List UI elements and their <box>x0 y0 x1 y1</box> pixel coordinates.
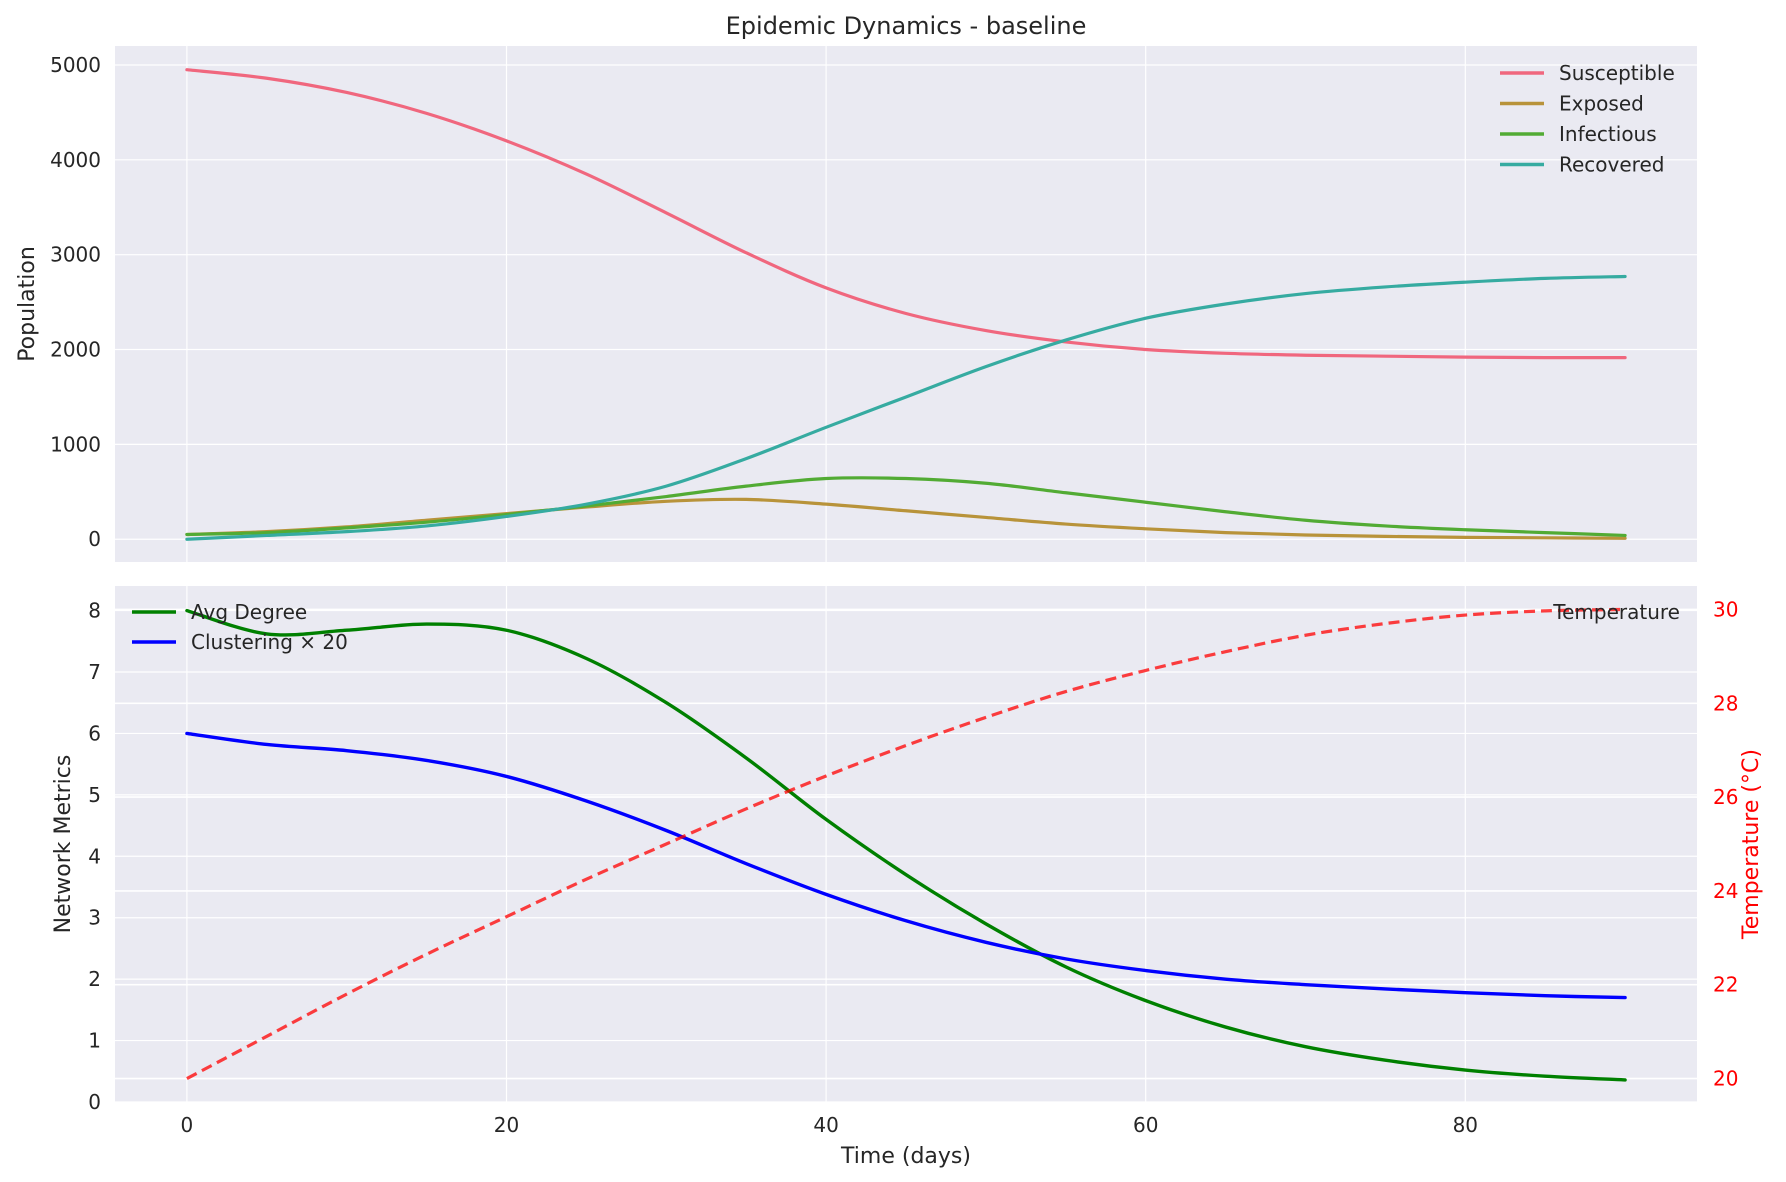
bottom-plot-area <box>115 586 1697 1102</box>
x-tick-label: 80 <box>1453 1113 1478 1137</box>
y2-tick-label: 24 <box>1713 879 1738 903</box>
y-tick-label: 3000 <box>50 243 101 267</box>
top-y-axis-label: Population <box>15 246 40 362</box>
top-axes: 0 1000 2000 3000 4000 5000 Population Suscept… <box>15 46 1697 562</box>
bottom-x-tick-labels: 0 20 40 60 80 <box>181 1113 1478 1137</box>
x-tick-label: 20 <box>494 1113 519 1137</box>
bottom-y2-tick-labels: 20 22 24 26 28 30 <box>1713 597 1738 1090</box>
y-tick-label: 7 <box>88 660 101 684</box>
x-tick-label: 40 <box>813 1113 838 1137</box>
x-axis-label: Time (days) <box>840 1144 971 1169</box>
chart-title: Epidemic Dynamics - baseline <box>726 12 1087 40</box>
top-plot-area <box>115 46 1697 562</box>
bottom-legend-right: Temperature <box>1552 600 1680 624</box>
legend-label-temperature: Temperature <box>1552 600 1680 624</box>
series-line-exposed <box>185 497 1627 540</box>
y-tick-label: 0 <box>88 527 101 551</box>
bottom-gridlines <box>115 586 1697 1103</box>
legend-label-infectious: Infectious <box>1559 122 1657 146</box>
bottom-y-tick-labels: 0 1 2 3 4 5 6 7 8 <box>88 599 101 1114</box>
top-series-lines <box>185 68 1627 541</box>
y-tick-label: 3 <box>88 906 101 930</box>
y-tick-label: 4000 <box>50 148 101 172</box>
y-tick-label: 1 <box>88 1029 101 1053</box>
y-tick-label: 5000 <box>50 53 101 77</box>
y2-tick-label: 28 <box>1713 691 1738 715</box>
series-line-temperature <box>186 607 1626 1080</box>
series-line-susceptible <box>185 68 1627 360</box>
y-tick-label: 2 <box>88 967 101 991</box>
legend-label-exposed: Exposed <box>1559 92 1644 116</box>
y2-tick-label: 26 <box>1713 785 1738 809</box>
y-tick-label: 1000 <box>50 432 101 456</box>
series-line-infectious <box>185 476 1627 538</box>
x-tick-label: 0 <box>181 1113 194 1137</box>
y2-tick-label: 30 <box>1713 597 1738 621</box>
series-line-recovered <box>185 274 1627 541</box>
legend-label-clustering-20: Clustering × 20 <box>191 630 348 654</box>
y-tick-label: 6 <box>88 721 101 745</box>
y-tick-label: 5 <box>88 783 101 807</box>
y-tick-label: 0 <box>88 1090 101 1114</box>
legend-label-susceptible: Susceptible <box>1559 61 1675 85</box>
y-tick-label: 4 <box>88 844 101 868</box>
bottom-legend: Avg Degree Clustering × 20 <box>132 600 348 654</box>
y-tick-label: 2000 <box>50 338 101 362</box>
bottom-axes: 0 1 2 3 4 5 6 7 8 20 22 24 26 28 30 0 20 40 60 80 Network… <box>51 586 1764 1169</box>
series-line-clustering-20 <box>185 731 1627 1000</box>
bottom-y2-axis-label: Temperature (°C) <box>1739 749 1764 940</box>
legend-label-recovered: Recovered <box>1559 153 1664 177</box>
top-gridlines <box>115 46 1697 562</box>
top-y-tick-labels: 0 1000 2000 3000 4000 5000 <box>50 53 101 551</box>
series-line-avg-degree <box>185 608 1627 1082</box>
y2-tick-label: 20 <box>1713 1067 1738 1091</box>
top-legend: Susceptible Exposed Infectious Recovered <box>1500 61 1675 177</box>
x-tick-label: 60 <box>1133 1113 1158 1137</box>
y2-tick-label: 22 <box>1713 973 1738 997</box>
y-tick-label: 8 <box>88 599 101 623</box>
bottom-series-lines <box>185 607 1627 1082</box>
bottom-y-axis-label: Network Metrics <box>51 755 76 934</box>
legend-label-avg-degree: Avg Degree <box>191 600 307 624</box>
